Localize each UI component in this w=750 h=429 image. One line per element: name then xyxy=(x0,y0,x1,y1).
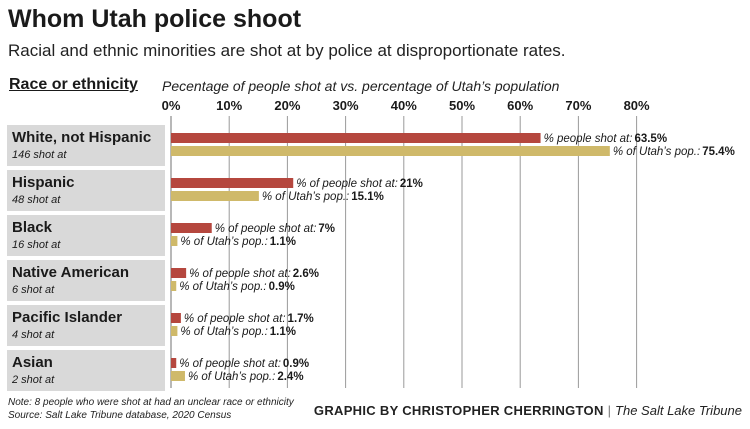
label-prefix: % of Utah’s pop.: xyxy=(262,191,349,203)
chart-axis-caption: Pecentage of people shot at vs. percenta… xyxy=(162,78,560,94)
label-shot-at: % of people shot at: 2.6% xyxy=(189,268,319,280)
label-value: 2.4% xyxy=(277,371,303,383)
bar-shot-at xyxy=(171,268,187,278)
tick-label: 10% xyxy=(216,98,242,113)
tick-label: 50% xyxy=(449,98,475,113)
note-text: Note: 8 people who were shot at had an u… xyxy=(8,397,294,408)
label-population: % of Utah’s pop.: 15.1% xyxy=(262,191,384,203)
source-text: Source: Salt Lake Tribune database, 2020… xyxy=(8,410,232,421)
row-label-black: Black 16 shot at xyxy=(7,215,165,256)
label-prefix: % of Utah’s pop.: xyxy=(613,146,700,158)
credit-separator: | xyxy=(607,403,612,418)
tick-label: 20% xyxy=(274,98,300,113)
label-prefix: % of people shot at: xyxy=(189,268,291,280)
shot-count: 146 shot at xyxy=(12,149,67,161)
label-value: 1.1% xyxy=(270,326,296,338)
row-label-pacific-islander: Pacific Islander 4 shot at xyxy=(7,305,165,346)
category-name: Native American xyxy=(12,264,129,281)
graphic-credit: GRAPHIC BY CHRISTOPHER CHERRINGTON xyxy=(313,403,604,418)
row-label-asian: Asian 2 shot at xyxy=(7,350,165,391)
bar-population xyxy=(171,326,178,336)
shot-count: 6 shot at xyxy=(12,284,55,296)
label-value: 75.4% xyxy=(702,146,735,158)
label-prefix: % people shot at: xyxy=(544,133,633,145)
label-value: 21% xyxy=(400,178,423,190)
tick-label: 40% xyxy=(391,98,417,113)
shot-count: 4 shot at xyxy=(12,329,55,341)
label-shot-at: % of people shot at: 7% xyxy=(215,223,335,235)
row-label-white-not-hispanic: White, not Hispanic 146 shot at xyxy=(7,125,165,166)
category-name: Black xyxy=(12,219,53,236)
bar-shot-at xyxy=(171,358,177,368)
bar-population xyxy=(171,191,259,201)
label-value: 2.6% xyxy=(293,268,319,280)
label-shot-at: % of people shot at: 21% xyxy=(296,178,423,190)
row-label-hispanic: Hispanic 48 shot at xyxy=(7,170,165,211)
label-prefix: % of Utah’s pop.: xyxy=(180,236,267,248)
chart-subtitle: Racial and ethnic minorities are shot at… xyxy=(8,41,566,60)
bar-shot-at xyxy=(171,313,181,323)
label-population: % of Utah’s pop.: 2.4% xyxy=(188,371,304,383)
label-value: 15.1% xyxy=(351,191,384,203)
label-prefix: % of Utah’s pop.: xyxy=(180,326,267,338)
credit-line: GRAPHIC BY CHRISTOPHER CHERRINGTON | The S… xyxy=(314,403,742,418)
category-name: Pacific Islander xyxy=(12,309,123,326)
label-shot-at: % of people shot at: 0.9% xyxy=(179,358,309,370)
publication-name: The Salt Lake Tribune xyxy=(615,403,742,418)
label-value: 63.5% xyxy=(634,133,667,145)
bar-population xyxy=(171,371,185,381)
chart-title: Whom Utah police shoot xyxy=(8,5,302,33)
tick-label: 60% xyxy=(507,98,533,113)
category-name: Hispanic xyxy=(12,174,75,191)
bar-shot-at xyxy=(171,223,212,233)
tick-label: 80% xyxy=(624,98,650,113)
footnote: Note: 8 people who were shot at had an u… xyxy=(8,396,294,422)
tick-label: 70% xyxy=(565,98,591,113)
shot-count: 16 shot at xyxy=(12,239,61,251)
bar-chart: 0% 10% 20% 30% 40% 50% 60% 70% 80% % people shot … xyxy=(162,98,735,388)
label-prefix: % of Utah’s pop.: xyxy=(188,371,275,383)
shot-count: 48 shot at xyxy=(12,194,61,206)
label-prefix: % of Utah’s pop.: xyxy=(179,281,266,293)
bar-shot-at xyxy=(171,133,541,143)
bar-population xyxy=(171,146,610,156)
bar-population xyxy=(171,236,178,246)
label-population: % of Utah’s pop.: 0.9% xyxy=(179,281,295,293)
label-population: % of Utah’s pop.: 1.1% xyxy=(180,236,296,248)
bar-shot-at xyxy=(171,178,294,188)
label-value: 1.7% xyxy=(288,313,314,325)
tick-label: 30% xyxy=(333,98,359,113)
label-population: % of Utah’s pop.: 75.4% xyxy=(613,146,735,158)
bar-population xyxy=(171,281,177,291)
category-name: Asian xyxy=(12,354,53,371)
label-value: 7% xyxy=(318,223,335,235)
label-shot-at: % of people shot at: 1.7% xyxy=(184,313,314,325)
label-prefix: % of people shot at: xyxy=(184,313,286,325)
label-prefix: % of people shot at: xyxy=(179,358,281,370)
shot-count: 2 shot at xyxy=(12,374,55,386)
column-heading: Race or ethnicity xyxy=(9,76,138,93)
label-shot-at: % people shot at: 63.5% xyxy=(544,133,667,145)
label-population: % of Utah’s pop.: 1.1% xyxy=(180,326,296,338)
label-value: 1.1% xyxy=(270,236,296,248)
label-value: 0.9% xyxy=(283,358,309,370)
label-prefix: % of people shot at: xyxy=(296,178,398,190)
label-value: 0.9% xyxy=(269,281,295,293)
row-label-native-american: Native American 6 shot at xyxy=(7,260,165,301)
label-prefix: % of people shot at: xyxy=(215,223,317,235)
category-name: White, not Hispanic xyxy=(12,129,152,146)
tick-label: 0% xyxy=(162,98,181,113)
